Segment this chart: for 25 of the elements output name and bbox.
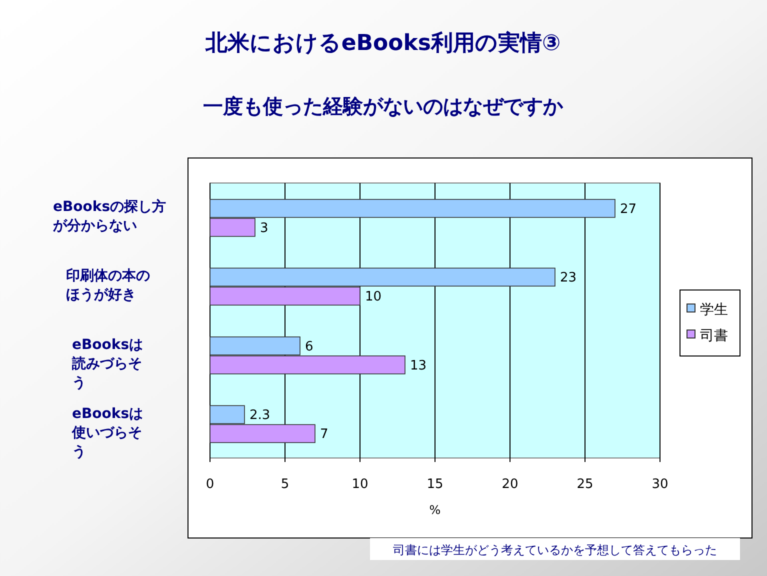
y-tick-label: eBooksは読みづらそう [72,336,144,393]
x-tick-label: 15 [426,477,444,492]
x-tick-label: 5 [280,477,290,492]
x-tick-label: 10 [352,477,368,492]
text: 司書には学生がどう考えているかを予想して答えてもらった [393,543,717,557]
data-label: 3 [260,220,268,236]
data-label: 13 [410,358,427,374]
data-label: 6 [305,339,314,354]
chart-subtitle: 一度も使った経験がないのはなぜですか [203,94,564,118]
data-label: 2.3 [250,408,270,424]
y-tick-label: 印刷体の本のほうが好き [66,267,151,306]
y-tick-label: eBooksは使いづらそう [72,404,144,462]
x-tick-label: 30 [652,477,668,492]
legend-label: 司書 [700,328,728,344]
y-tick-label: eBooksの探し方が分からない [53,198,168,236]
x-tick-label: 25 [576,477,594,492]
data-label: 10 [365,290,382,305]
data-label: 7 [320,427,328,442]
data-label: 27 [620,202,637,217]
x-tick-label: 20 [502,477,518,492]
x-tick-label: 0 [206,477,214,492]
chart-title: 北米におけるeBooks利用の実情③ [204,30,561,56]
data-label: 23 [560,270,577,286]
x-axis-title: % [429,503,441,517]
legend-label: 学生 [700,302,728,318]
